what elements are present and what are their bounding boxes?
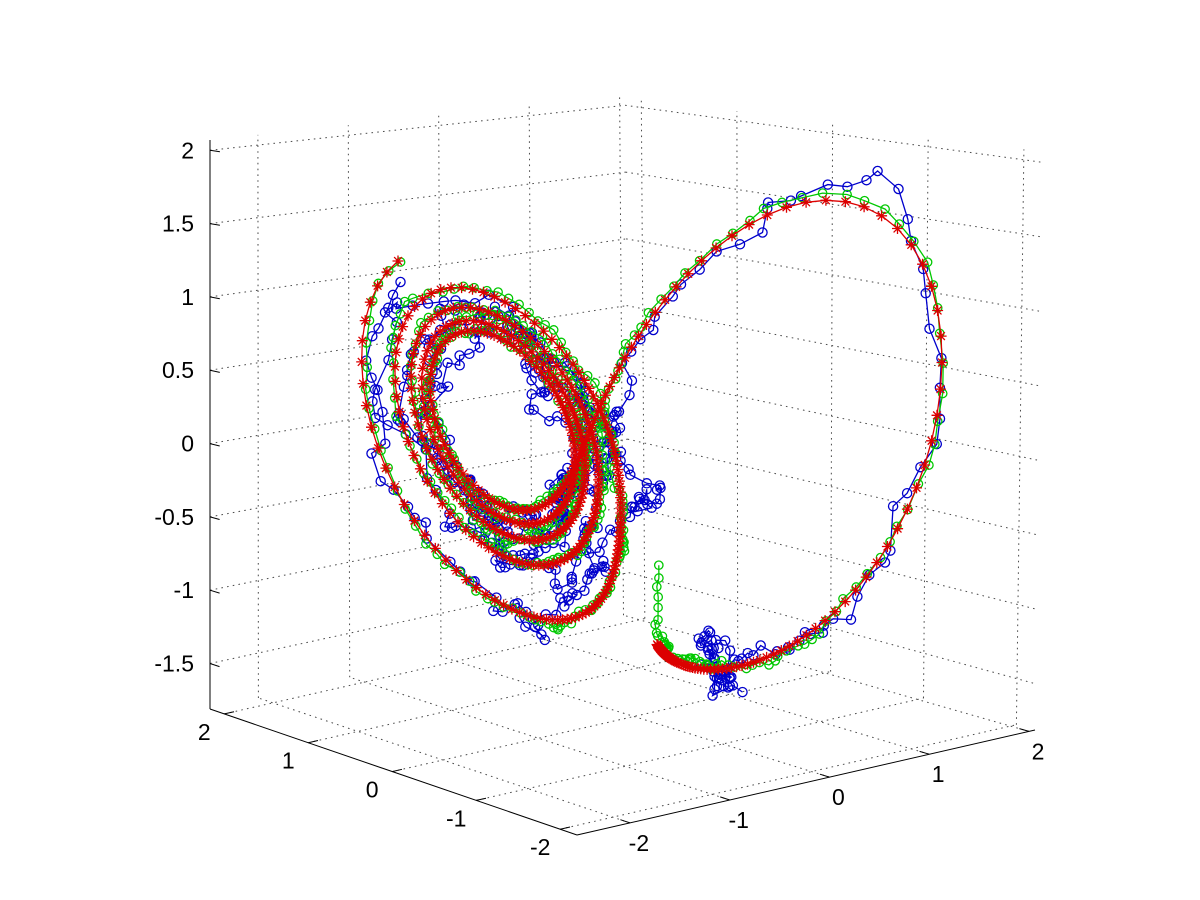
x-tick-label: -2	[629, 830, 649, 856]
y-tick-label: 2	[198, 719, 211, 745]
y-tick-label: -1	[446, 805, 466, 831]
z-tick-label: -0.5	[154, 504, 194, 530]
z-tick-label: 1	[181, 284, 194, 310]
x-tick-label: 0	[832, 784, 845, 810]
y-tick-label: 1	[282, 748, 295, 774]
y-tick-label: -2	[530, 834, 550, 860]
z-tick-label: -1	[174, 577, 194, 603]
trajectory-series	[356, 165, 949, 701]
tick-marks	[209, 149, 1030, 830]
x-tick-label: -1	[728, 807, 748, 833]
z-tick-label: -1.5	[154, 651, 194, 677]
y-tick-labels: 2 1 0 -1 -2	[198, 719, 551, 860]
x-tick-label: 2	[1032, 738, 1045, 764]
axis-lines	[209, 140, 1036, 836]
z-tick-label: 0.5	[162, 357, 194, 383]
y-tick-label: 0	[366, 777, 379, 803]
x-tick-label: 1	[932, 761, 945, 787]
z-tick-label: 2	[181, 137, 194, 163]
series-red-stars	[356, 194, 948, 675]
z-tick-labels: 2 1.5 1 0.5 0 -0.5 -1 -1.5	[154, 137, 194, 676]
z-tick-label: 0	[181, 431, 194, 457]
z-tick-label: 1.5	[162, 211, 194, 237]
x-tick-labels: -2 -1 0 1 2	[629, 738, 1045, 856]
